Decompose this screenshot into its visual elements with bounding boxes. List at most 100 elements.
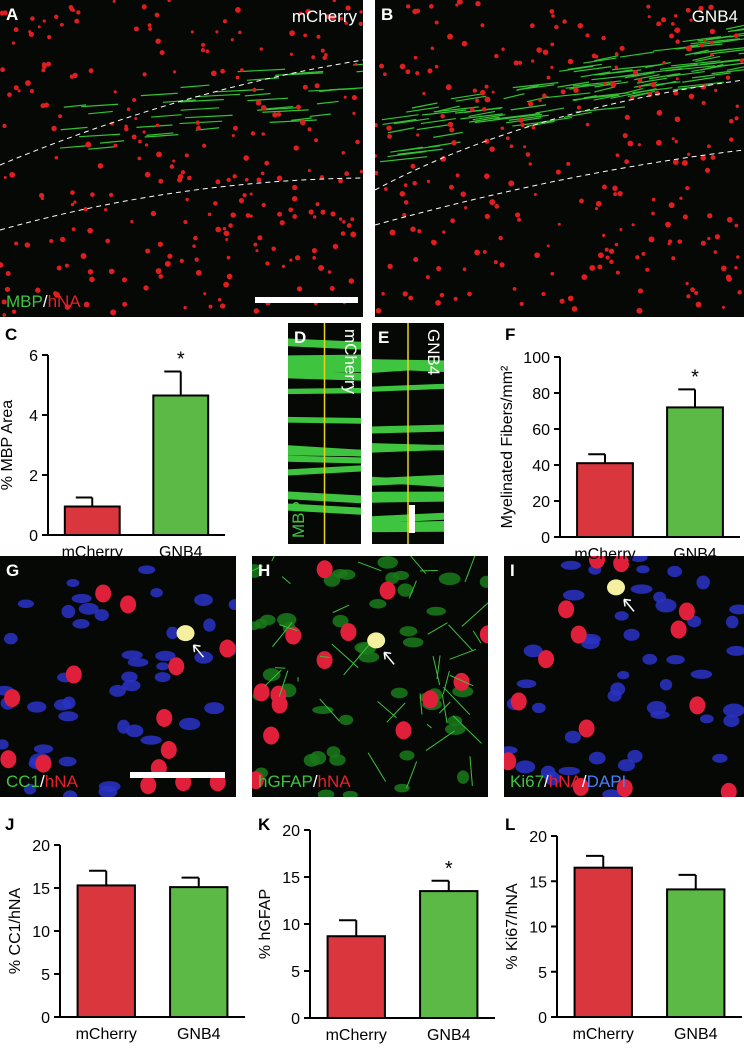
nucleus <box>230 38 234 42</box>
nucleus <box>480 89 486 96</box>
nucleus <box>601 35 606 41</box>
process <box>408 580 417 599</box>
panel-letter: K <box>258 815 271 834</box>
fiber <box>508 114 549 121</box>
fiber <box>433 131 463 138</box>
nucleus <box>345 5 351 11</box>
x-tick-label: mCherry <box>573 1026 634 1043</box>
nucleus <box>709 53 714 57</box>
nucleus <box>257 235 263 241</box>
nucleus <box>113 90 117 94</box>
nucleus <box>2 10 8 16</box>
nucleus <box>143 285 149 291</box>
nucleus <box>73 200 77 204</box>
y-tick-label: 20 <box>282 823 300 840</box>
fiber <box>180 84 210 89</box>
nucleus <box>147 23 152 28</box>
nucleus <box>456 0 463 5</box>
nucleus <box>76 10 81 15</box>
process <box>432 656 441 686</box>
nucleus <box>637 78 643 83</box>
nucleus <box>514 212 521 218</box>
nucleus <box>121 671 138 683</box>
nucleus <box>721 305 726 309</box>
panel-letter: J <box>5 815 14 834</box>
fiber <box>411 102 438 109</box>
process <box>278 670 289 697</box>
x-tick-label: mCherry <box>76 1026 137 1043</box>
nucleus <box>699 43 704 48</box>
nucleus <box>292 214 298 219</box>
nucleus <box>279 220 285 226</box>
nucleus <box>616 779 633 797</box>
nucleus <box>630 556 648 562</box>
nucleus <box>97 163 104 169</box>
nucleus <box>339 16 344 21</box>
fiber <box>667 70 705 78</box>
nucleus <box>723 703 744 718</box>
nucleus <box>447 33 453 40</box>
nucleus <box>550 42 555 47</box>
nucleus <box>230 212 236 218</box>
nucleus <box>636 565 650 574</box>
image-content <box>375 0 744 314</box>
nucleus <box>54 155 59 160</box>
nucleus <box>88 68 94 74</box>
nucleus <box>338 217 343 221</box>
nucleus <box>571 306 578 312</box>
nucleus <box>464 206 468 210</box>
nucleus <box>150 210 157 217</box>
nucleus <box>7 92 12 98</box>
nucleus <box>156 708 173 727</box>
nucleus <box>462 267 467 272</box>
nucleus <box>700 83 707 90</box>
y-tick-label: 0 <box>541 530 550 547</box>
fiber <box>422 109 467 116</box>
nucleus <box>166 626 179 640</box>
legend-part: / <box>40 772 45 791</box>
image-label: GNB4 <box>424 329 443 375</box>
nucleus <box>525 152 531 157</box>
nucleus <box>651 197 656 202</box>
fiber <box>262 109 309 113</box>
nucleus <box>637 143 642 147</box>
nucleus <box>383 187 388 191</box>
nucleus <box>346 223 352 228</box>
nucleus <box>403 183 408 187</box>
nucleus <box>307 168 311 172</box>
nucleus <box>559 298 565 304</box>
nucleus <box>68 5 74 10</box>
process <box>449 648 477 660</box>
nucleus <box>245 213 251 218</box>
nucleus <box>656 22 660 26</box>
nucleus <box>167 0 171 3</box>
nucleus <box>223 281 230 288</box>
image-content <box>504 556 744 797</box>
nucleus <box>387 134 392 139</box>
nucleus <box>720 782 737 797</box>
nucleus <box>330 14 336 21</box>
nucleus <box>70 190 75 195</box>
fiber <box>393 118 430 125</box>
y-tick-label: 15 <box>529 874 547 891</box>
process <box>449 674 474 687</box>
fiber <box>695 55 721 63</box>
nucleus <box>83 206 88 212</box>
scale-bar <box>409 505 415 533</box>
nucleus <box>685 7 691 13</box>
nucleus <box>538 98 542 102</box>
nucleus <box>217 298 222 302</box>
nucleus <box>674 116 681 123</box>
nucleus <box>519 301 524 306</box>
nucleus <box>120 595 137 614</box>
nucleus <box>56 265 62 271</box>
scale-bar <box>255 297 358 303</box>
nucleus <box>615 153 620 158</box>
nucleus <box>250 131 256 136</box>
nucleus <box>613 556 630 573</box>
process <box>461 602 488 627</box>
nucleus <box>9 171 16 178</box>
nucleus <box>238 30 242 35</box>
nucleus <box>546 244 550 248</box>
bar <box>63 505 121 536</box>
